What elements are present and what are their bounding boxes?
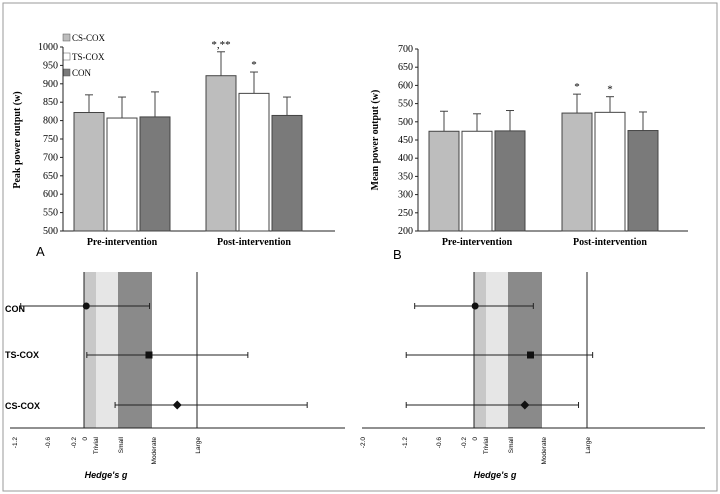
legend-swatch-con <box>62 68 71 77</box>
significance-marker: *,** <box>211 39 230 51</box>
category-label: Pre-intervention <box>87 237 158 248</box>
forest-left-zone-label: Trivial <box>93 436 100 454</box>
forest-left-xlabel: Hedge's g <box>85 470 128 480</box>
category-label: Pre-intervention <box>442 237 513 248</box>
y-tick-label: 600 <box>398 80 413 91</box>
bar-cs-cox <box>561 112 593 232</box>
panel-b: Mean power output (w) B 200 250 300 350 400 4… <box>370 44 688 262</box>
legend-swatch-cs-cox <box>62 33 71 42</box>
zone-small-right <box>486 272 508 428</box>
panel-a-ylabel: Peak power output (w) <box>12 91 23 188</box>
bar-ts-cox <box>594 111 626 232</box>
y-tick-label: 350 <box>398 171 413 182</box>
y-tick-label: 700 <box>398 44 413 55</box>
forest-left-tick: -0.2 <box>71 437 78 449</box>
forest-right-tick: 0 <box>472 437 479 441</box>
forest-row-label-ts-cox: TS-COX <box>5 350 39 360</box>
bar-cs-cox <box>428 130 460 232</box>
y-tick-label: 300 <box>398 190 413 201</box>
zone-moderate-left <box>118 272 152 428</box>
forest-left-tick: 0 <box>82 437 89 441</box>
forest-right-tick: -0.2 <box>461 437 468 449</box>
bar-con <box>139 116 171 232</box>
y-tick-label: 500 <box>398 117 413 128</box>
bar-cs-cox <box>73 112 105 232</box>
bar-ts-cox <box>106 117 138 232</box>
y-tick-label: 450 <box>398 135 413 146</box>
panel-a-letter: A <box>36 244 45 259</box>
y-tick-label: 600 <box>43 189 58 200</box>
forest-right-xlabel: Hedge's g <box>474 470 517 480</box>
forest-right-zone-label: Small <box>508 436 515 453</box>
y-tick-label: 650 <box>43 171 58 182</box>
category-label: Post-intervention <box>217 237 291 248</box>
forest-right-tick: -1.2 <box>402 437 409 449</box>
bar-con <box>271 114 303 232</box>
forest-plot-left: CON TS-COX CS-COX -1.2 -0.6 -0.2 0 Trivi… <box>5 272 345 480</box>
point-marker-square <box>145 351 153 359</box>
point-marker-diamond <box>172 400 182 410</box>
forest-left-tick: -0.6 <box>45 437 52 449</box>
point-marker-circle <box>471 302 479 310</box>
y-tick-label: 750 <box>43 134 58 145</box>
y-tick-label: 650 <box>398 62 413 73</box>
point-marker-circle <box>82 302 90 310</box>
y-tick-label: 200 <box>398 226 413 237</box>
y-tick-label: 800 <box>43 116 58 127</box>
y-tick-label: 400 <box>398 153 413 164</box>
panel-b-letter: B <box>393 247 402 262</box>
significance-marker: * <box>574 81 580 93</box>
bar-con <box>494 130 526 232</box>
forest-right-zone-label: Large <box>585 437 592 454</box>
bar-ts-cox <box>238 92 270 232</box>
y-tick-label: 550 <box>398 99 413 110</box>
y-tick-label: 1000 <box>38 42 58 53</box>
forest-row-label-cs-cox: CS-COX <box>5 401 40 411</box>
y-tick-label: 850 <box>43 97 58 108</box>
panel-b-ylabel: Mean power output (w) <box>370 90 381 191</box>
forest-right-zone-label: Moderate <box>541 437 548 465</box>
forest-right-tick: -2.0 <box>360 437 367 449</box>
point-marker-square <box>527 351 534 359</box>
forest-right-zone-label: Trivial <box>483 436 490 454</box>
category-label: Post-intervention <box>573 237 647 248</box>
zone-trivial-right <box>474 272 486 428</box>
panel-a-legend: CS-COX TS-COX CON <box>62 33 106 78</box>
bar-con <box>627 130 659 232</box>
forest-left-zone-label: Moderate <box>151 437 158 465</box>
forest-row-label-con: CON <box>5 304 25 314</box>
forest-right-tick: -0.6 <box>436 437 443 449</box>
y-tick-label: 900 <box>43 79 58 90</box>
y-tick-label: 550 <box>43 208 58 219</box>
bar-cs-cox <box>205 75 237 232</box>
bar-ts-cox <box>461 130 493 232</box>
point-marker-diamond <box>520 400 530 410</box>
legend-swatch-ts-cox <box>62 52 71 61</box>
forest-plot-right: -2.0 -1.2 -0.6 -0.2 0 Trivial Small Mode… <box>360 272 705 480</box>
legend-label-cs-cox: CS-COX <box>72 33 106 43</box>
panel-a: Peak power output (w) A CS-COX TS-COX CO… <box>12 33 335 259</box>
legend-label-ts-cox: TS-COX <box>72 52 105 62</box>
forest-left-zone-label: Large <box>195 437 202 454</box>
zone-small-left <box>96 272 118 428</box>
y-tick-label: 500 <box>43 226 58 237</box>
y-tick-label: 950 <box>43 60 58 71</box>
significance-marker: * <box>251 59 257 71</box>
legend-label-con: CON <box>72 68 92 78</box>
forest-left-tick: -1.2 <box>12 437 19 449</box>
y-tick-label: 250 <box>398 208 413 219</box>
y-tick-label: 700 <box>43 152 58 163</box>
significance-marker: * <box>607 84 613 96</box>
zone-trivial-left <box>84 272 96 428</box>
forest-left-zone-label: Small <box>118 436 125 453</box>
